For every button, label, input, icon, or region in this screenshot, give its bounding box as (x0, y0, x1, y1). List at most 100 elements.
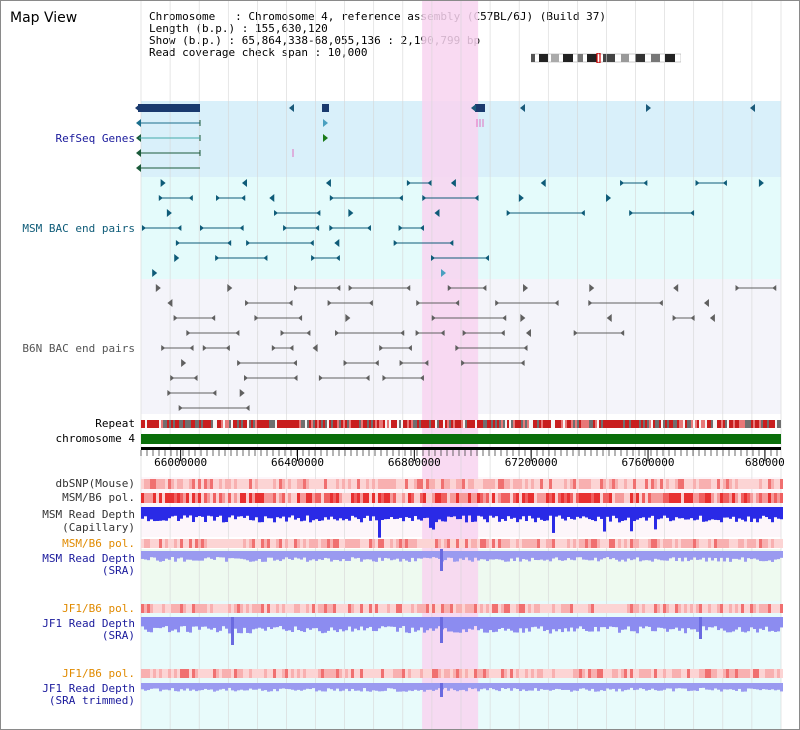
msm-sra-depth-bar (237, 551, 240, 559)
dbsnp-strip (255, 479, 258, 489)
repeat-segment (201, 420, 203, 428)
msm-bac-pair-end (177, 225, 182, 231)
msm-sra-depth-bar (330, 551, 333, 562)
msm-bac-pair-end (274, 210, 279, 216)
jf1-trimmed-depth-bar (168, 683, 171, 691)
repeat-segment (297, 420, 299, 428)
msm-capillary-depth-bar (591, 507, 594, 521)
msm-pol-strip (492, 493, 495, 503)
repeat-segment (263, 420, 265, 428)
jf1-sra-depth-bar (624, 617, 627, 630)
msm-pol-strip (639, 493, 642, 503)
msm-capillary-depth-bar (588, 507, 591, 520)
msm-pol-strip (708, 493, 711, 503)
jf1-sra-depth-bar (327, 617, 330, 631)
msm-sra-depth-bar (357, 551, 360, 558)
jf1-pol-strip (750, 669, 753, 678)
msm-capillary-depth-bar (357, 507, 360, 520)
msm-capillary-depth-bar (423, 507, 426, 519)
msm-sra-depth-bar (282, 551, 285, 560)
msm-capillary-depth-bar (369, 507, 372, 521)
jf1-trimmed-depth-bar (666, 683, 669, 689)
jf1-pol-strip (579, 604, 582, 613)
jf1-pol-strip (189, 669, 192, 678)
msm-sra-depth-bar (552, 551, 555, 559)
dbsnp-strip (720, 479, 723, 489)
jf1-pol-strip (408, 604, 411, 613)
jf1-sra-depth-bar (180, 617, 183, 627)
jf1-sra-depth-bar (642, 617, 645, 629)
jf1-pol-strip (513, 669, 516, 678)
msm-capillary-depth-bar (144, 507, 147, 517)
jf1-pol-strip (456, 604, 459, 613)
msm-capillary-depth-bar (672, 507, 675, 521)
repeat-segment (677, 420, 679, 428)
jf1-pol-strip (555, 604, 558, 613)
msm-bac-pair-end (393, 240, 398, 246)
jf1-pol-strip (711, 604, 714, 613)
msm-capillary-depth-bar (240, 507, 243, 517)
jf1-pol-strip (777, 669, 780, 678)
chromosome-ideogram[interactable] (531, 53, 681, 63)
jf1-pol-strip (735, 669, 738, 678)
ruler-bar (141, 447, 781, 450)
jf1-trimmed-depth-bar (687, 683, 690, 692)
jf1-pol-strip (279, 669, 282, 678)
repeat-segment (433, 420, 435, 428)
jf1-trimmed-depth-bar (159, 683, 162, 692)
msm-capillary-depth-bar (432, 507, 435, 530)
msm-pol-strip (186, 539, 189, 548)
msm-capillary-depth-bar (708, 507, 711, 521)
jf1-trimmed-depth-bar (429, 683, 432, 690)
msm-pol-strip (291, 493, 294, 503)
jf1-trimmed-depth-bar (180, 683, 183, 690)
repeat-segment (451, 420, 453, 428)
jf1-pol-strip (153, 669, 156, 678)
dbsnp-strip (648, 479, 651, 489)
msm-pol-strip (777, 493, 780, 503)
msm-pol-strip (720, 539, 723, 548)
dbsnp-strip (639, 479, 642, 489)
dbsnp-strip (768, 479, 771, 489)
msm-pol-strip (726, 493, 729, 503)
jf1-pol-strip (639, 669, 642, 678)
jf1-pol-strip (264, 669, 267, 678)
jf1-pol-strip (474, 604, 477, 613)
jf1-trimmed-depth-bar (756, 683, 759, 690)
jf1-sra-depth-bar (717, 617, 720, 631)
jf1-sra-depth-bar (348, 617, 351, 627)
repeat-segment (699, 420, 701, 428)
jf1-pol-strip (534, 604, 537, 613)
jf1-trimmed-depth-bar (300, 683, 303, 691)
jf1-trimmed-depth-bar (636, 683, 639, 690)
msm-bac-pair-end (141, 225, 146, 231)
jf1-pol-strip (666, 669, 669, 678)
jf1-pol-strip (582, 604, 585, 613)
dbsnp-strip (510, 479, 513, 489)
b6n-bac-pair-end (173, 315, 178, 321)
msm-pol-strip (444, 493, 447, 503)
msm-capillary-depth-bar (150, 507, 153, 520)
msm-capillary-depth-bar (246, 507, 249, 516)
jf1-sra-depth-bar (321, 617, 324, 634)
dbsnp-strip (588, 479, 591, 489)
jf1-pol-strip (168, 604, 171, 613)
msm-sra-depth-bar (351, 551, 354, 558)
jf1-trimmed-depth-sublabel: (SRA trimmed) (49, 694, 135, 707)
jf1-pol-strip (303, 604, 306, 613)
repeat-segment (613, 420, 615, 428)
jf1-pol-strip (402, 604, 405, 613)
jf1-sra-depth-bar (183, 617, 186, 627)
repeat-segment (205, 420, 207, 428)
msm-capillary-depth-bar (330, 507, 333, 517)
msm-capillary-depth-bar (648, 507, 651, 518)
dbsnp-strip (210, 479, 213, 489)
repeat-segment (623, 420, 625, 428)
jf1-pol-strip (627, 669, 630, 678)
msm-sra-depth-bar (714, 551, 717, 559)
msm-bac-pair-end (329, 225, 334, 231)
msm-sra-depth-bar (369, 551, 372, 560)
dbsnp-strip (696, 479, 699, 489)
jf1-trimmed-depth-bar (705, 683, 708, 690)
